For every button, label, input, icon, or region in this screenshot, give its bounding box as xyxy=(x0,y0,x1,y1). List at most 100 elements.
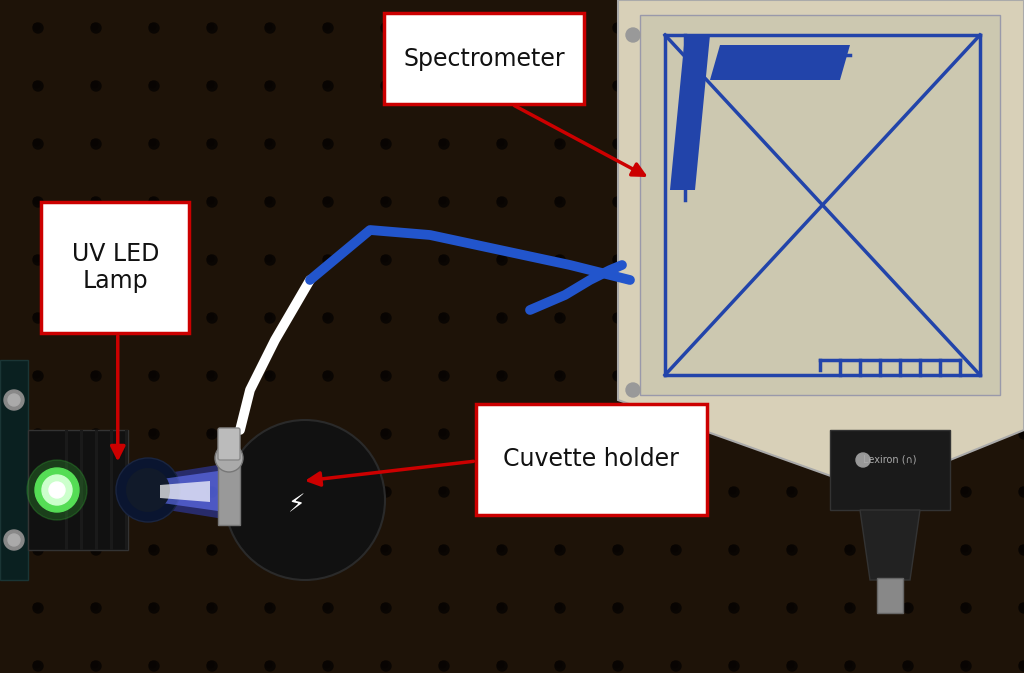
Circle shape xyxy=(265,661,275,671)
Circle shape xyxy=(613,313,623,323)
Circle shape xyxy=(671,661,681,671)
Circle shape xyxy=(1020,662,1024,668)
Circle shape xyxy=(555,139,561,145)
Circle shape xyxy=(439,81,445,87)
Circle shape xyxy=(613,371,623,381)
Circle shape xyxy=(150,23,159,33)
Circle shape xyxy=(265,429,271,435)
Circle shape xyxy=(439,662,445,668)
Circle shape xyxy=(845,487,855,497)
Circle shape xyxy=(439,371,449,381)
Circle shape xyxy=(555,487,561,493)
Circle shape xyxy=(961,313,971,323)
Circle shape xyxy=(787,23,797,33)
Circle shape xyxy=(91,139,97,145)
Circle shape xyxy=(497,487,507,497)
Circle shape xyxy=(671,603,681,613)
Circle shape xyxy=(787,24,794,30)
Circle shape xyxy=(787,313,797,323)
Circle shape xyxy=(207,139,217,149)
Circle shape xyxy=(91,255,101,265)
Circle shape xyxy=(613,81,620,87)
FancyBboxPatch shape xyxy=(384,13,584,104)
Circle shape xyxy=(846,197,852,203)
Circle shape xyxy=(729,429,735,435)
Circle shape xyxy=(962,24,968,30)
Circle shape xyxy=(33,23,43,33)
Circle shape xyxy=(382,139,387,145)
Circle shape xyxy=(91,545,101,555)
Circle shape xyxy=(323,81,333,91)
Circle shape xyxy=(555,429,565,439)
Bar xyxy=(877,578,903,613)
Circle shape xyxy=(672,429,678,435)
Circle shape xyxy=(34,256,40,262)
Circle shape xyxy=(150,429,156,435)
Circle shape xyxy=(903,139,913,149)
Circle shape xyxy=(846,604,852,610)
Circle shape xyxy=(91,81,97,87)
Circle shape xyxy=(208,24,213,30)
Circle shape xyxy=(1020,487,1024,493)
Circle shape xyxy=(729,81,735,87)
Circle shape xyxy=(4,530,24,550)
Circle shape xyxy=(1019,603,1024,613)
Circle shape xyxy=(382,197,387,203)
Polygon shape xyxy=(670,35,710,190)
Circle shape xyxy=(613,314,620,320)
Circle shape xyxy=(381,545,391,555)
Circle shape xyxy=(34,81,40,87)
Circle shape xyxy=(323,139,333,149)
Circle shape xyxy=(729,197,739,207)
Circle shape xyxy=(903,255,913,265)
Circle shape xyxy=(903,603,913,613)
Circle shape xyxy=(265,662,271,668)
Circle shape xyxy=(672,487,678,493)
Circle shape xyxy=(33,661,43,671)
Circle shape xyxy=(846,371,852,378)
Circle shape xyxy=(91,661,101,671)
Polygon shape xyxy=(710,45,850,80)
Circle shape xyxy=(208,604,213,610)
Circle shape xyxy=(961,371,971,381)
Circle shape xyxy=(323,603,333,613)
Circle shape xyxy=(323,429,333,439)
Circle shape xyxy=(208,81,213,87)
Circle shape xyxy=(613,603,623,613)
Circle shape xyxy=(787,546,794,551)
FancyBboxPatch shape xyxy=(41,202,189,333)
Text: UV LED
Lamp: UV LED Lamp xyxy=(72,242,159,293)
Circle shape xyxy=(207,371,217,381)
Circle shape xyxy=(672,604,678,610)
Circle shape xyxy=(324,662,330,668)
Circle shape xyxy=(961,545,971,555)
Circle shape xyxy=(555,23,565,33)
Circle shape xyxy=(439,545,449,555)
Circle shape xyxy=(91,429,101,439)
Circle shape xyxy=(382,256,387,262)
Circle shape xyxy=(265,256,271,262)
Circle shape xyxy=(626,383,640,397)
Circle shape xyxy=(555,604,561,610)
Circle shape xyxy=(439,487,449,497)
Circle shape xyxy=(381,371,391,381)
Circle shape xyxy=(382,546,387,551)
Circle shape xyxy=(555,256,561,262)
Circle shape xyxy=(381,487,391,497)
Circle shape xyxy=(962,197,968,203)
Circle shape xyxy=(4,390,24,410)
Circle shape xyxy=(846,662,852,668)
Circle shape xyxy=(324,429,330,435)
Circle shape xyxy=(787,429,797,439)
Circle shape xyxy=(962,81,968,87)
Circle shape xyxy=(613,81,623,91)
Circle shape xyxy=(613,197,620,203)
Circle shape xyxy=(672,139,678,145)
Circle shape xyxy=(961,23,971,33)
Circle shape xyxy=(439,197,449,207)
Circle shape xyxy=(150,429,159,439)
Polygon shape xyxy=(640,15,1000,395)
Circle shape xyxy=(672,197,678,203)
Circle shape xyxy=(1019,197,1024,207)
Circle shape xyxy=(672,314,678,320)
